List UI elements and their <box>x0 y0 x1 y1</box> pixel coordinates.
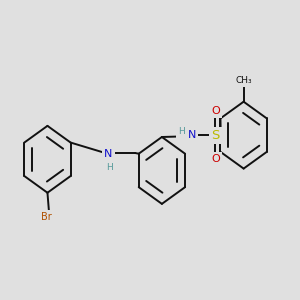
Text: H: H <box>106 163 113 172</box>
Text: N: N <box>188 130 196 140</box>
Text: CH₃: CH₃ <box>235 76 252 85</box>
Text: N: N <box>104 149 112 159</box>
Text: O: O <box>211 106 220 116</box>
Text: Br: Br <box>40 212 51 222</box>
Text: H: H <box>178 127 184 136</box>
Text: O: O <box>211 154 220 164</box>
Text: S: S <box>211 129 220 142</box>
